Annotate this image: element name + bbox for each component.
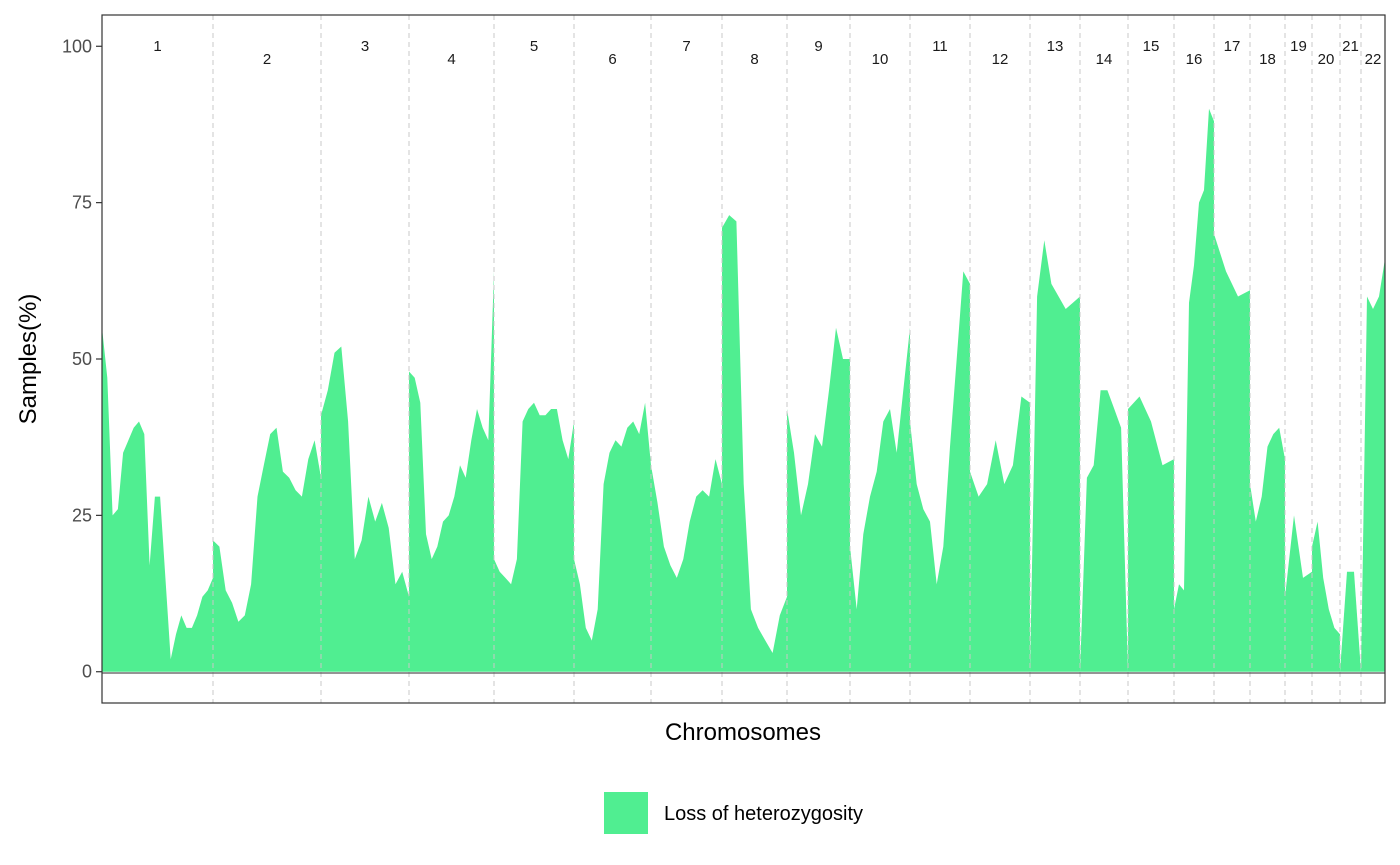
chromosome-label-10: 10 [872,51,889,68]
loh-area-chr-12 [970,396,1030,672]
chromosome-label-11: 11 [932,38,948,55]
loh-area-chr-8 [722,215,787,672]
chromosome-label-5: 5 [530,38,538,55]
loh-area-chr-17 [1214,233,1250,672]
y-axis: 0 25 50 75 100 [62,36,102,682]
loh-area-chr-22 [1361,258,1385,672]
y-axis-title: Samples(%) [15,294,42,425]
chromosome-label-8: 8 [750,51,758,68]
loh-area-chr-21 [1340,571,1361,672]
y-tick-label: 25 [72,505,92,525]
legend-swatch [604,792,648,834]
chromosome-label-22: 22 [1365,51,1382,68]
loh-area-chr-2 [213,427,321,672]
chromosome-label-4: 4 [447,51,455,68]
chromosome-label-17: 17 [1224,38,1241,55]
loh-area-chr-19 [1285,515,1312,672]
legend-label: Loss of heterozygosity [664,803,863,825]
y-tick-label: 75 [72,193,92,213]
chromosome-label-14: 14 [1096,51,1113,68]
chromosome-label-20: 20 [1318,51,1335,68]
chromosome-label-6: 6 [608,51,616,68]
loh-area-chr-7 [651,459,722,672]
legend: Loss of heterozygosity [604,792,863,834]
loh-area-chr-20 [1312,521,1340,672]
loh-area-chr-4 [409,271,494,672]
chromosome-label-15: 15 [1143,38,1160,55]
loh-area-chr-11 [910,271,970,672]
chromosome-label-9: 9 [814,38,822,55]
chromosome-label-18: 18 [1259,51,1276,68]
loh-area-chr-6 [574,402,651,672]
chromosome-label-1: 1 [153,38,161,55]
chromosome-label-21: 21 [1342,38,1359,55]
loh-area-chr-3 [321,346,409,672]
loh-area-chr-14 [1080,390,1128,672]
chromosome-boundaries [212,15,1362,703]
loh-area-chr-9 [787,327,850,672]
loh-area-chr-5 [494,402,574,672]
loh-area-chr-15 [1128,396,1174,672]
y-tick-label: 50 [72,349,92,369]
loh-area-layer [102,108,1385,672]
chromosome-label-7: 7 [682,38,690,55]
chromosome-label-2: 2 [263,51,271,68]
y-tick-label: 0 [82,662,92,682]
chromosome-label-12: 12 [992,51,1009,68]
chromosome-label-19: 19 [1290,38,1307,55]
loh-area-chr-10 [850,327,910,672]
x-axis-title: Chromosomes [665,719,821,746]
chromosome-label-16: 16 [1186,51,1203,68]
chromosome-label-3: 3 [361,38,369,55]
y-tick-label: 100 [62,36,92,56]
loh-area-chr-16 [1174,108,1214,672]
chromosome-label-13: 13 [1047,38,1064,55]
loh-area-chr-13 [1030,240,1080,672]
loh-area-chr-1 [102,327,213,672]
loh-area-chr-18 [1250,427,1285,672]
